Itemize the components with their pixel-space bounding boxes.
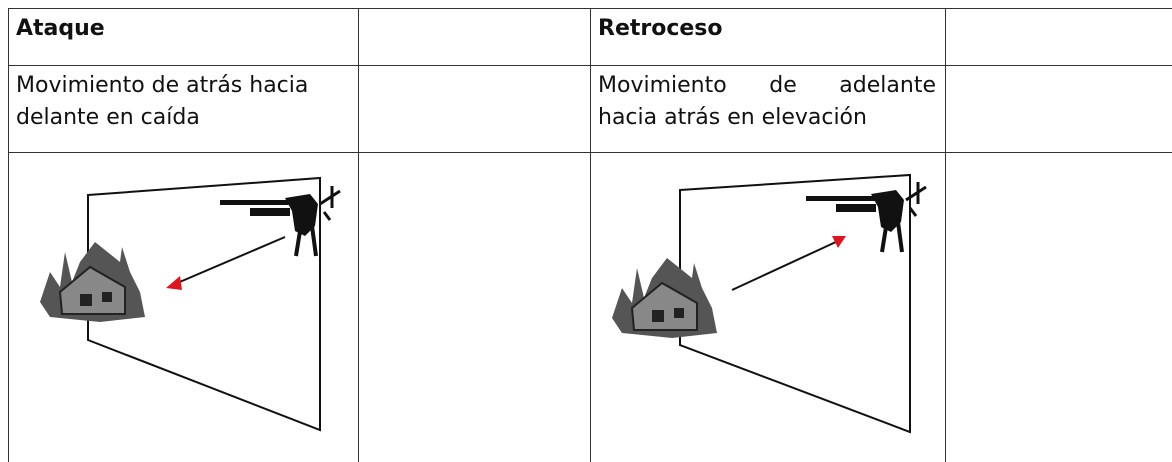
description-line: delante en caída: [16, 105, 200, 130]
description: Movimiento de atrás hacia delante en caí…: [16, 70, 346, 134]
column-title: Ataque: [16, 16, 105, 41]
table-border: [590, 8, 591, 462]
description-line: Movimiento de atrás hacia: [16, 73, 309, 98]
table-border: [945, 8, 946, 462]
description-line: hacia atrás en elevación: [598, 105, 867, 130]
illustration-retreat: [611, 173, 928, 434]
illustration-attack: [39, 176, 342, 432]
description-line: Movimiento de adelante: [598, 73, 936, 98]
table-border: [8, 8, 9, 462]
column-title: Retroceso: [598, 16, 723, 41]
table-border: [358, 8, 359, 462]
description: Movimiento de adelante hacia atrás en el…: [598, 70, 936, 134]
